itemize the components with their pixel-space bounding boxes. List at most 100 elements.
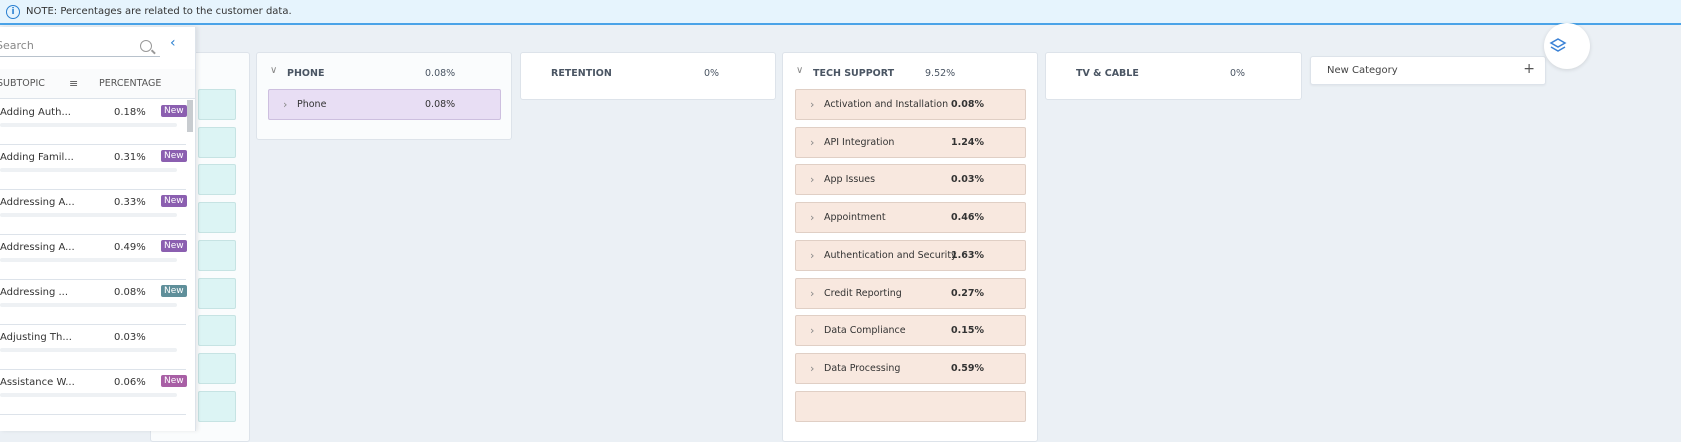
table-row[interactable]: Addressing A... 0.33% New bbox=[0, 190, 187, 235]
subtopic-percentage: 0.06% bbox=[114, 377, 146, 388]
subtopic-percentage: 0.08% bbox=[951, 99, 984, 110]
chevron-down-icon[interactable]: ∨ bbox=[796, 65, 804, 76]
percentage-bar bbox=[0, 348, 177, 352]
subtopic-percentage: 0.33% bbox=[114, 197, 146, 208]
subtopic-percentage: 0.46% bbox=[951, 212, 984, 224]
subtopic-percentage: 0.49% bbox=[114, 242, 146, 253]
subtopic-item-partial[interactable] bbox=[198, 126, 236, 158]
new-badge: New bbox=[161, 285, 187, 297]
category-column-phone: ∨ PHONE 0.08% › Phone 0.08% bbox=[256, 52, 512, 140]
column-title: TV & CABLE bbox=[1076, 68, 1139, 79]
chevron-right-icon: › bbox=[810, 286, 815, 300]
subtopic-label: Authentication and Security bbox=[824, 249, 957, 261]
chevron-right-icon: › bbox=[810, 361, 815, 375]
subtopic-percentage: 1.24% bbox=[951, 136, 984, 148]
scrollbar[interactable] bbox=[187, 100, 193, 132]
percentage-bar bbox=[0, 168, 177, 172]
column-percentage: 0% bbox=[1230, 68, 1246, 79]
plus-icon: + bbox=[1523, 61, 1535, 77]
percentage-bar bbox=[0, 258, 177, 262]
subtopic-name: Adding Auth... bbox=[0, 107, 71, 118]
subtopic-item-phone[interactable]: › Phone 0.08% bbox=[268, 89, 501, 120]
subtopic-item[interactable]: › Credit Reporting 0.27% bbox=[795, 277, 1026, 309]
collapse-chevron-left-icon[interactable]: ‹ bbox=[170, 35, 176, 51]
info-banner: i NOTE: Percentages are related to the c… bbox=[0, 0, 1681, 25]
subtopic-name: Adjusting Th... bbox=[0, 332, 72, 343]
subtopic-name: Adding Famil... bbox=[0, 152, 74, 163]
table-row[interactable]: Addressing A... 0.49% New bbox=[0, 235, 187, 280]
subtopic-item-partial[interactable] bbox=[198, 315, 236, 347]
subtopic-item[interactable]: › Authentication and Security 1.63% bbox=[795, 239, 1026, 271]
subtopic-name: Addressing A... bbox=[0, 242, 75, 253]
info-icon: i bbox=[6, 4, 20, 19]
table-row[interactable]: Adding Famil... 0.31% New bbox=[0, 145, 187, 190]
column-title: RETENTION bbox=[551, 68, 612, 79]
subtopic-percentage: 1.63% bbox=[951, 249, 984, 261]
subtopic-item-partial[interactable] bbox=[198, 202, 236, 234]
subtopic-name: Addressing ... bbox=[0, 287, 69, 298]
column-title: TECH SUPPORT bbox=[813, 68, 895, 79]
subtopic-percentage: 0.03% bbox=[114, 332, 146, 343]
chevron-right-icon: › bbox=[283, 98, 288, 111]
subtopic-percentage: 0.31% bbox=[114, 152, 146, 163]
column-title: PHONE bbox=[287, 68, 325, 79]
subtopic-label: Credit Reporting bbox=[824, 287, 902, 299]
search-icon[interactable] bbox=[140, 39, 152, 52]
subtopic-item[interactable]: › Activation and Installation 0.08% bbox=[795, 89, 1026, 120]
subtopic-item-partial[interactable] bbox=[198, 239, 236, 271]
new-badge: New bbox=[161, 240, 187, 252]
subtopic-percentage: 0.15% bbox=[951, 325, 984, 337]
chevron-down-icon[interactable]: ∨ bbox=[270, 65, 278, 76]
table-row[interactable]: Addressing ... 0.08% New bbox=[0, 280, 187, 325]
col-percentage[interactable]: PERCENTAGE bbox=[99, 78, 162, 89]
subtopic-item-partial[interactable] bbox=[198, 390, 236, 422]
layers-icon bbox=[1549, 38, 1567, 52]
percentage-bar bbox=[0, 213, 177, 217]
category-column-retention: RETENTION 0% bbox=[520, 52, 776, 100]
subtopic-item-partial[interactable] bbox=[198, 89, 236, 120]
search-input[interactable]: Search bbox=[0, 35, 160, 57]
column-percentage: 0% bbox=[704, 68, 720, 79]
table-header: SUBTOPIC ≡ PERCENTAGE bbox=[0, 69, 195, 99]
subtopic-percentage: 0.08% bbox=[425, 99, 456, 110]
subtopic-label: Appointment bbox=[824, 212, 886, 224]
subtopic-item[interactable]: › Data Processing 0.59% bbox=[795, 352, 1026, 384]
table-row[interactable]: Adding Auth... 0.18% New bbox=[0, 100, 187, 145]
menu-icon[interactable]: ≡ bbox=[69, 77, 79, 90]
percentage-bar bbox=[0, 123, 177, 127]
banner-text: NOTE: Percentages are related to the cus… bbox=[26, 6, 292, 17]
chevron-right-icon: › bbox=[810, 324, 815, 338]
new-badge: New bbox=[161, 195, 187, 207]
table-row[interactable]: Adjusting Th... 0.03% bbox=[0, 325, 186, 370]
chevron-right-icon: › bbox=[810, 248, 815, 262]
subtopic-item-partial[interactable] bbox=[198, 352, 236, 384]
column-percentage: 0.08% bbox=[425, 68, 456, 79]
new-badge: New bbox=[161, 375, 187, 387]
subtopic-sidebar: Search ‹ SUBTOPIC ≡ PERCENTAGE Adding Au… bbox=[0, 27, 196, 431]
subtopic-item[interactable]: › App Issues 0.03% bbox=[795, 164, 1026, 196]
subtopic-label: App Issues bbox=[824, 174, 876, 186]
subtopic-label: Activation and Installation bbox=[824, 99, 949, 110]
subtopic-label: Data Compliance bbox=[824, 325, 906, 337]
percentage-bar bbox=[0, 393, 177, 397]
subtopic-percentage: 0.18% bbox=[114, 107, 146, 118]
subtopic-item[interactable]: › Data Compliance 0.15% bbox=[795, 315, 1026, 347]
chevron-right-icon: › bbox=[810, 135, 815, 149]
subtopic-item[interactable]: › Appointment 0.46% bbox=[795, 202, 1026, 234]
subtopic-item-partial[interactable] bbox=[198, 164, 236, 196]
column-percentage: 9.52% bbox=[925, 68, 956, 79]
chevron-right-icon: › bbox=[810, 211, 815, 225]
subtopic-percentage: 0.08% bbox=[114, 287, 146, 298]
new-category-button[interactable]: New Category + bbox=[1310, 56, 1546, 85]
subtopic-item-partial[interactable] bbox=[198, 277, 236, 309]
category-column-tv-cable: TV & CABLE 0% bbox=[1045, 52, 1302, 100]
new-category-label: New Category bbox=[1327, 65, 1398, 76]
subtopic-item[interactable] bbox=[795, 390, 1026, 422]
subtopic-percentage: 0.59% bbox=[951, 362, 984, 374]
table-row[interactable]: Assistance W... 0.06% New bbox=[0, 370, 187, 415]
subtopic-name: Addressing A... bbox=[0, 197, 75, 208]
subtopic-item[interactable]: › API Integration 1.24% bbox=[795, 126, 1026, 158]
col-subtopic[interactable]: SUBTOPIC bbox=[0, 78, 45, 89]
category-column-tech-support: ∨ TECH SUPPORT 9.52% › Activation and In… bbox=[782, 52, 1038, 442]
layers-button[interactable] bbox=[1544, 23, 1590, 69]
